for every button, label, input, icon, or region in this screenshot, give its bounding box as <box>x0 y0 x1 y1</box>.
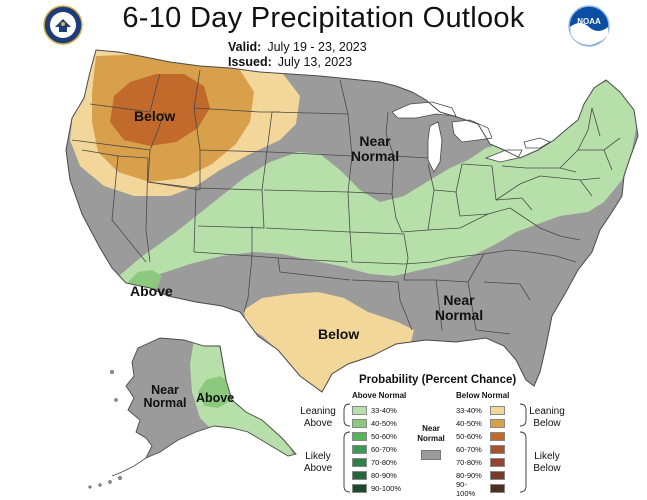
conus-boundaries <box>65 49 639 393</box>
legend-near-normal-label: Near Normal <box>417 424 445 443</box>
legend-below-bin-5: 80-90% <box>456 470 505 481</box>
issued-date: Issued: July 13, 2023 <box>228 55 352 69</box>
legend-title: Probability (Percent Chance) <box>359 374 517 386</box>
legend-below-swatch <box>490 445 505 454</box>
legend-leaning-below: Leaning Below <box>529 406 565 429</box>
aleutian-islands <box>88 370 122 489</box>
label-above-alaska: Above <box>196 391 235 405</box>
great-lakes <box>391 101 551 173</box>
legend-above-brackets <box>343 403 351 493</box>
legend-above-swatch <box>352 484 367 493</box>
valid-value: July 19 - 23, 2023 <box>267 40 367 54</box>
label-below-northwest: Below <box>134 108 176 124</box>
issued-label: Issued: <box>228 55 272 69</box>
legend-above-swatch <box>352 458 367 467</box>
alaska-above-40-50 <box>198 376 232 408</box>
noaa-logo-icon: NOAA <box>568 5 610 47</box>
legend-below-swatch <box>490 432 505 441</box>
legend-above-bin-label: 50-60% <box>371 432 397 441</box>
legend-above-bin-label: 40-50% <box>371 419 397 428</box>
legend-above-bin-label: 60-70% <box>371 445 397 454</box>
legend-above-header: Above Normal <box>352 391 407 400</box>
legend-above-bin-3: 60-70% <box>352 444 397 455</box>
legend-likely-below: Likely Below <box>533 451 561 474</box>
alaska-boundaries <box>111 337 297 477</box>
legend-likely-above: Likely Above <box>303 451 333 474</box>
commerce-seal-icon <box>43 5 83 45</box>
legend-below-swatch <box>490 471 505 480</box>
legend-below-header: Below Normal <box>456 391 510 400</box>
legend-above-bin-5: 80-90% <box>352 470 397 481</box>
noaa-logo-text: NOAA <box>577 17 601 26</box>
legend-near-normal-swatch <box>421 450 441 460</box>
legend-above-swatch <box>352 406 367 415</box>
legend-above-bin-label: 80-90% <box>371 471 397 480</box>
legend-below-swatch <box>490 458 505 467</box>
legend-below-bin-2: 50-60% <box>456 431 505 442</box>
legend-below-bin-label: 40-50% <box>456 419 482 428</box>
legend-above-bin-label: 90-100% <box>371 484 402 493</box>
legend-below-bin-0: 33-40% <box>456 405 505 416</box>
legend-below-bin-label: 90-100% <box>456 479 476 498</box>
legend-below-bin-4: 70-80% <box>456 457 505 468</box>
legend-below-bin-label: 60-70% <box>456 445 482 454</box>
legend-above-bin-1: 40-50% <box>352 418 397 429</box>
legend-below-bin-3: 60-70% <box>456 444 505 455</box>
issued-value: July 13, 2023 <box>277 55 353 69</box>
label-below-texas: Below <box>318 326 360 342</box>
label-near-normal-southeast: Near Normal <box>434 292 484 323</box>
legend-below-bin-label: 80-90% <box>456 471 482 480</box>
valid-label: Valid: <box>228 40 262 54</box>
below-normal-texas <box>244 292 414 392</box>
legend-below-bin-label: 50-60% <box>456 432 482 441</box>
valid-dates: Valid: July 19 - 23, 2023 <box>228 40 367 54</box>
legend-below-bin-1: 40-50% <box>456 418 505 429</box>
legend-above-bin-0: 33-40% <box>352 405 397 416</box>
above-normal-band <box>112 80 638 288</box>
legend-above-bin-4: 70-80% <box>352 457 397 468</box>
legend-above-bin-label: 33-40% <box>371 406 397 415</box>
legend-leaning-above: Leaning Above <box>300 406 336 429</box>
legend-below-swatch <box>490 406 505 415</box>
legend-below-bin-label: 33-40% <box>456 406 482 415</box>
legend-below-swatch <box>490 484 505 493</box>
legend-above-swatch <box>352 432 367 441</box>
legend-below-bin-label: 70-80% <box>456 458 482 467</box>
label-near-normal-alaska: Near Normal <box>143 383 187 410</box>
legend-above-bin-label: 70-80% <box>371 458 397 467</box>
label-above-southwest: Above <box>130 283 173 299</box>
legend-above-bin-2: 50-60% <box>352 431 397 442</box>
legend-above-swatch <box>352 445 367 454</box>
legend-above-bin-6: 90-100% <box>352 483 401 494</box>
below-normal-nw-50-60 <box>110 74 210 146</box>
legend-above-swatch <box>352 419 367 428</box>
legend-above-swatch <box>352 471 367 480</box>
page-title: 6-10 Day Precipitation Outlook <box>122 2 525 34</box>
label-near-normal-north: Near Normal <box>350 133 400 164</box>
legend-below-swatch <box>490 419 505 428</box>
legend-below-brackets <box>519 403 527 493</box>
legend-below-bin-6: 90-100% <box>456 480 505 498</box>
